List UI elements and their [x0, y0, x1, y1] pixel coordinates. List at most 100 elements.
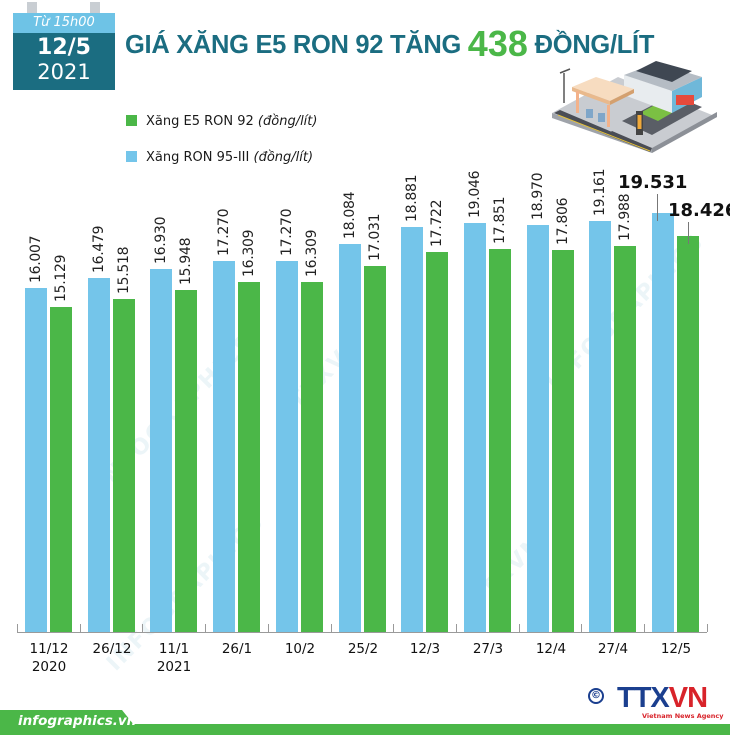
x-axis-label-date: 27/3	[472, 641, 504, 657]
footer-site-link[interactable]: infographics.vn	[18, 713, 137, 729]
footer-band	[0, 724, 730, 735]
footer-tab	[0, 710, 142, 735]
x-axis-label: 12/4	[520, 640, 582, 658]
bar-e5	[489, 248, 511, 632]
legend-item-e5: Xăng E5 RON 92 (đồng/lít)	[126, 114, 317, 130]
value-label: 15.948	[178, 237, 194, 285]
legend-swatch-blue	[126, 151, 137, 162]
value-label: 17.722	[429, 199, 445, 247]
value-label: 17.270	[279, 209, 295, 257]
title-suffix: ĐỒNG/LÍT	[534, 31, 655, 59]
title-highlight-number: 438	[467, 23, 528, 64]
value-label: 18.084	[342, 191, 358, 239]
bar-e5	[301, 281, 323, 632]
effective-day: 12/5	[37, 35, 91, 60]
bar-ron95	[88, 278, 110, 632]
value-label: 17.851	[492, 196, 508, 244]
bar-e5	[364, 266, 386, 632]
effective-year: 2021	[37, 60, 91, 84]
x-axis-label: 11/1 2021	[143, 640, 205, 676]
date-calendar-badge: Từ 15h00 12/5 2021	[13, 2, 115, 90]
x-axis-label-date: 10/2	[284, 641, 316, 657]
x-axis-tick	[707, 624, 708, 632]
x-axis-label: 26/1	[206, 640, 268, 658]
x-axis-label-date: 27/4	[597, 641, 629, 657]
value-label: 15.518	[116, 246, 132, 294]
value-label: 17.988	[617, 193, 633, 241]
x-axis-label: 26/12	[81, 640, 143, 658]
logo-text-vn: VN	[668, 682, 708, 714]
highlight-value-label: 19.531	[618, 172, 688, 193]
x-axis-label-date: 11/12	[29, 641, 69, 657]
x-axis-label: 27/3	[457, 640, 519, 658]
logo-text-ttx: TTX	[617, 682, 670, 714]
x-axis-tick	[456, 624, 457, 632]
x-axis-label: 10/2	[269, 640, 331, 658]
x-axis-label-date: 12/5	[660, 641, 692, 657]
bar-ron95	[25, 288, 47, 632]
effective-time: Từ 15h00	[13, 13, 115, 33]
highlight-value-label: 18.426	[668, 200, 730, 221]
bar-e5	[677, 236, 699, 632]
copyright-icon: ©	[588, 688, 604, 704]
calendar-ring-left	[27, 2, 37, 14]
x-axis-label: 27/4	[582, 640, 644, 658]
value-label: 17.806	[555, 197, 571, 245]
bar-e5	[238, 281, 260, 632]
value-label: 18.881	[404, 174, 420, 222]
legend-label: Xăng RON 95-III	[146, 150, 250, 165]
value-label: 15.129	[53, 254, 69, 303]
x-axis-tick	[581, 624, 582, 632]
bar-ron95	[652, 212, 674, 632]
x-axis-label-date: 12/4	[535, 641, 567, 657]
calendar-body: 12/5 2021	[13, 33, 115, 90]
x-axis-label: 12/3	[394, 640, 456, 658]
bar-e5	[552, 249, 574, 632]
calendar-ring-right	[90, 2, 100, 14]
x-axis-label-year: 2020	[31, 659, 67, 675]
legend-label: Xăng E5 RON 92	[146, 114, 254, 129]
bar-e5	[50, 307, 72, 632]
bar-ron95	[276, 261, 298, 632]
value-label: 16.007	[28, 236, 44, 284]
label-leader-line	[657, 194, 658, 221]
legend-item-ron95: Xăng RON 95-III (đồng/lít)	[126, 150, 313, 166]
value-label: 16.309	[304, 229, 320, 277]
x-axis-tick	[644, 624, 645, 632]
label-leader-line	[688, 222, 689, 245]
x-axis-label-date: 26/12	[92, 641, 132, 657]
legend-unit: (đồng/lít)	[257, 114, 318, 129]
bar-ron95	[339, 243, 361, 632]
title-prefix: GIÁ XĂNG E5 RON 92 TĂNG	[125, 31, 461, 59]
bar-e5	[175, 289, 197, 632]
x-axis-label-date: 11/1	[158, 641, 190, 657]
x-axis-tick	[205, 624, 206, 632]
value-label: 18.970	[530, 172, 546, 220]
bar-ron95	[150, 268, 172, 632]
value-label: 16.309	[241, 229, 257, 277]
legend-swatch-green	[126, 115, 137, 126]
logo-subtitle: Vietnam News Agency	[642, 712, 724, 720]
logo-wordmark: TTXVN	[617, 682, 708, 714]
value-label: 17.031	[367, 214, 383, 262]
legend-unit: (đồng/lít)	[253, 150, 314, 165]
value-label: 16.930	[153, 216, 169, 264]
x-axis-label-date: 12/3	[409, 641, 441, 657]
x-axis-label-date: 25/2	[347, 641, 379, 657]
x-axis-label-year: 2021	[156, 659, 192, 675]
gas-station-icon	[552, 61, 717, 153]
bar-ron95	[589, 220, 611, 632]
x-axis-tick	[519, 624, 520, 632]
bar-ron95	[213, 261, 235, 632]
x-axis-tick	[142, 624, 143, 632]
bar-ron95	[401, 226, 423, 632]
bar-e5	[614, 245, 636, 632]
x-axis-tick	[331, 624, 332, 632]
bar-ron95	[527, 224, 549, 632]
value-label: 19.046	[467, 170, 483, 219]
page-title: GIÁ XĂNG E5 RON 92 TĂNG 438 ĐỒNG/LÍT	[125, 26, 654, 62]
x-axis-label: 11/12 2020	[18, 640, 80, 676]
value-label: 16.479	[91, 226, 107, 274]
value-label: 19.161	[592, 168, 608, 216]
bar-ron95	[464, 223, 486, 632]
